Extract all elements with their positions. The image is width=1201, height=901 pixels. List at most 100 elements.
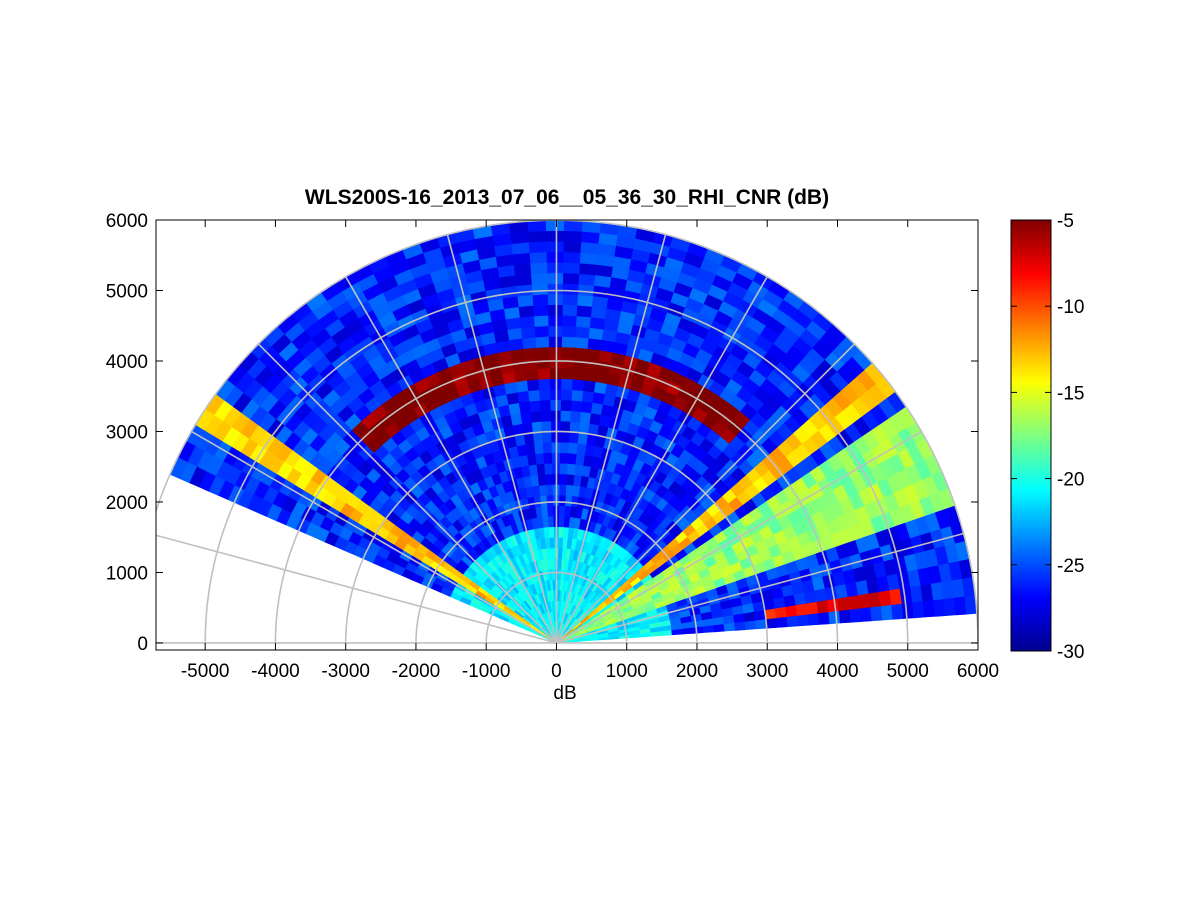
- x-tick-label: -3000: [321, 661, 370, 682]
- cnr-cell: [513, 262, 532, 276]
- cnr-cell: [539, 399, 551, 412]
- cnr-cell: [549, 378, 562, 390]
- cnr-cell: [583, 369, 598, 382]
- cnr-cell: [567, 452, 577, 465]
- cnr-cell: [510, 241, 530, 255]
- cnr-cell: [516, 390, 530, 404]
- cnr-cell: [933, 598, 946, 617]
- cnr-cell: [838, 609, 852, 624]
- cnr-cell: [515, 283, 533, 297]
- cnr-cell: [519, 315, 535, 329]
- cnr-cell: [575, 315, 591, 328]
- cnr-cell: [531, 283, 548, 296]
- x-tick-label: 2000: [676, 661, 718, 682]
- cnr-cell: [514, 273, 532, 287]
- cnr-cell: [546, 505, 554, 517]
- cnr-cell: [549, 399, 562, 411]
- cnr-cell: [520, 326, 536, 339]
- colorbar-tick-label: -20: [1057, 470, 1084, 491]
- cnr-cell: [560, 388, 573, 401]
- cnr-cell: [562, 262, 580, 274]
- y-tick-label: 4000: [106, 352, 148, 373]
- cnr-cell: [574, 336, 589, 349]
- cnr-cell: [559, 441, 570, 454]
- cnr-cell: [549, 388, 562, 401]
- cnr-cell: [568, 420, 580, 433]
- cnr-cell: [558, 505, 566, 517]
- cnr-cell: [560, 367, 574, 380]
- radial-spoke: [555, 234, 667, 644]
- cnr-cell: [577, 432, 588, 445]
- cnr-cell: [537, 378, 551, 391]
- cnr-cell: [901, 601, 915, 619]
- cnr-cell: [588, 412, 602, 426]
- cnr-cell: [547, 293, 563, 306]
- cnr-cell: [548, 357, 562, 369]
- cnr-cell: [536, 357, 550, 370]
- cnr-cell: [912, 600, 925, 619]
- colorbar: -5 -10 -15 -20 -25 -30: [1010, 211, 1084, 663]
- cnr-cell: [765, 617, 778, 629]
- cnr-cell: [591, 391, 606, 405]
- cnr-cell: [563, 515, 571, 528]
- cnr-cell: [534, 452, 545, 465]
- cnr-cell: [545, 494, 554, 507]
- x-tick-label: -5000: [181, 661, 230, 682]
- cnr-cell: [561, 325, 577, 338]
- cnr-cell: [559, 462, 568, 475]
- colorbar-tick-label: -10: [1057, 297, 1084, 318]
- radial-spoke: [344, 276, 558, 644]
- cnr-cell: [562, 240, 582, 253]
- cnr-cell: [570, 389, 584, 402]
- colorbar-tick-label: -15: [1057, 383, 1084, 404]
- cnr-cell: [805, 601, 819, 615]
- cnr-cell: [584, 358, 599, 372]
- cnr-cell: [534, 336, 550, 348]
- cnr-cell: [550, 420, 561, 432]
- cnr-cell: [859, 606, 873, 622]
- cnr-cell: [565, 473, 575, 486]
- cnr-cell: [561, 304, 578, 317]
- cnr-cell: [562, 526, 569, 539]
- cnr-cell: [550, 441, 561, 454]
- cnr-cell: [545, 240, 564, 253]
- cnr-cell: [891, 603, 904, 620]
- cnr-cell: [528, 399, 541, 413]
- cnr-cell: [559, 410, 571, 422]
- cnr-cell: [755, 618, 768, 630]
- cnr-cell: [558, 494, 566, 507]
- cnr-cell: [542, 441, 552, 454]
- cnr-cell: [530, 272, 548, 285]
- cnr-cell: [744, 619, 757, 631]
- x-tick-label: 6000: [957, 661, 999, 682]
- cnr-cell: [532, 431, 543, 444]
- cnr-cell: [575, 442, 587, 456]
- x-tick-label: 1000: [606, 661, 648, 682]
- cnr-cell: [795, 602, 809, 616]
- cnr-cell: [551, 452, 561, 464]
- cnr-cell: [585, 348, 601, 361]
- cnr-cell: [519, 411, 532, 424]
- cnr-cell: [545, 220, 565, 232]
- y-tick-label: 1000: [106, 563, 148, 584]
- cnr-cell: [557, 558, 562, 570]
- cnr-cell: [578, 262, 597, 276]
- cnr-cell: [545, 251, 564, 263]
- cnr-cell: [574, 325, 590, 339]
- cnr-cell: [561, 336, 576, 348]
- cnr-cell: [550, 431, 561, 443]
- cnr-cell: [547, 314, 563, 327]
- cnr-cell: [511, 358, 526, 372]
- cnr-cell: [785, 604, 798, 617]
- cnr-cell: [557, 568, 562, 580]
- cnr-cell: [546, 262, 564, 274]
- cnr-cell: [531, 293, 548, 306]
- cnr-cell: [568, 431, 579, 444]
- cnr-cell: [564, 494, 573, 507]
- axes-box: [155, 219, 979, 651]
- cnr-cell: [849, 607, 862, 623]
- colorbar-tick-label: -25: [1057, 556, 1084, 577]
- cnr-cell: [565, 484, 574, 497]
- x-tick-label: 3000: [746, 661, 788, 682]
- x-tick-label: -4000: [251, 661, 300, 682]
